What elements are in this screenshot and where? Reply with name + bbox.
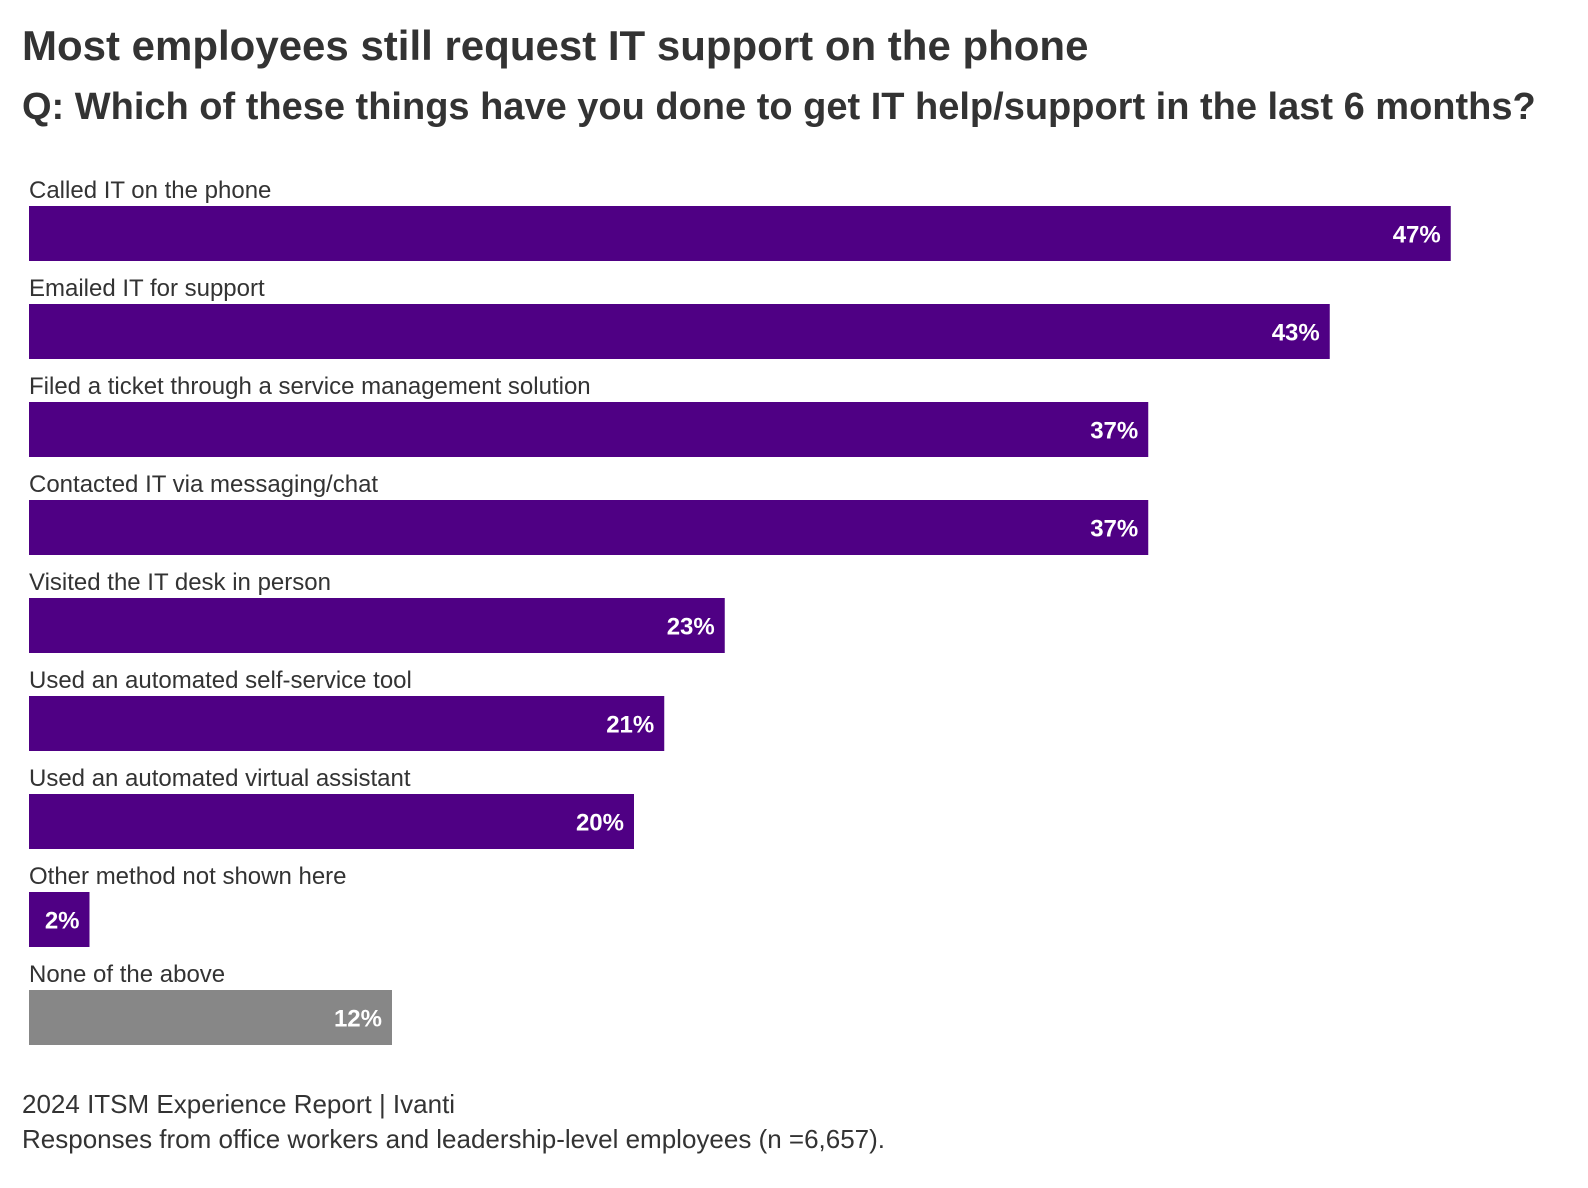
bar: [29, 990, 392, 1045]
bar: [29, 598, 725, 653]
value-label: 2%: [45, 908, 80, 935]
value-label: 21%: [606, 712, 654, 739]
bar: [29, 500, 1149, 555]
value-label: 37%: [1090, 418, 1138, 445]
bar: [29, 696, 665, 751]
chart-subtitle: Q: Which of these things have you done t…: [22, 86, 1536, 128]
bar: [29, 892, 90, 947]
bar-chart: Called IT on the phone 47% Emailed IT for …: [29, 177, 1451, 1045]
category-label: Filed a ticket through a service managem…: [29, 373, 591, 400]
category-label: Contacted IT via messaging/chat: [29, 471, 378, 498]
category-label: Emailed IT for support: [29, 275, 265, 302]
value-label: 23%: [667, 614, 715, 641]
category-label: Other method not shown here: [29, 863, 347, 890]
category-label: None of the above: [29, 961, 225, 988]
bar: [29, 206, 1451, 261]
bar: [29, 304, 1330, 359]
category-label: Used an automated self-service tool: [29, 667, 412, 694]
sample-note: Responses from office workers and leader…: [22, 1124, 886, 1154]
value-label: 47%: [1393, 222, 1441, 249]
value-label: 20%: [576, 810, 624, 837]
category-label: Visited the IT desk in person: [29, 569, 331, 596]
source-credit: 2024 ITSM Experience Report | Ivanti: [22, 1089, 456, 1119]
value-label: 43%: [1272, 320, 1320, 347]
value-label: 12%: [334, 1006, 382, 1033]
category-label: Called IT on the phone: [29, 177, 271, 204]
bar: [29, 794, 634, 849]
value-label: 37%: [1090, 516, 1138, 543]
bar: [29, 402, 1149, 457]
chart-title: Most employees still request IT support …: [22, 22, 1089, 69]
category-label: Used an automated virtual assistant: [29, 765, 411, 792]
